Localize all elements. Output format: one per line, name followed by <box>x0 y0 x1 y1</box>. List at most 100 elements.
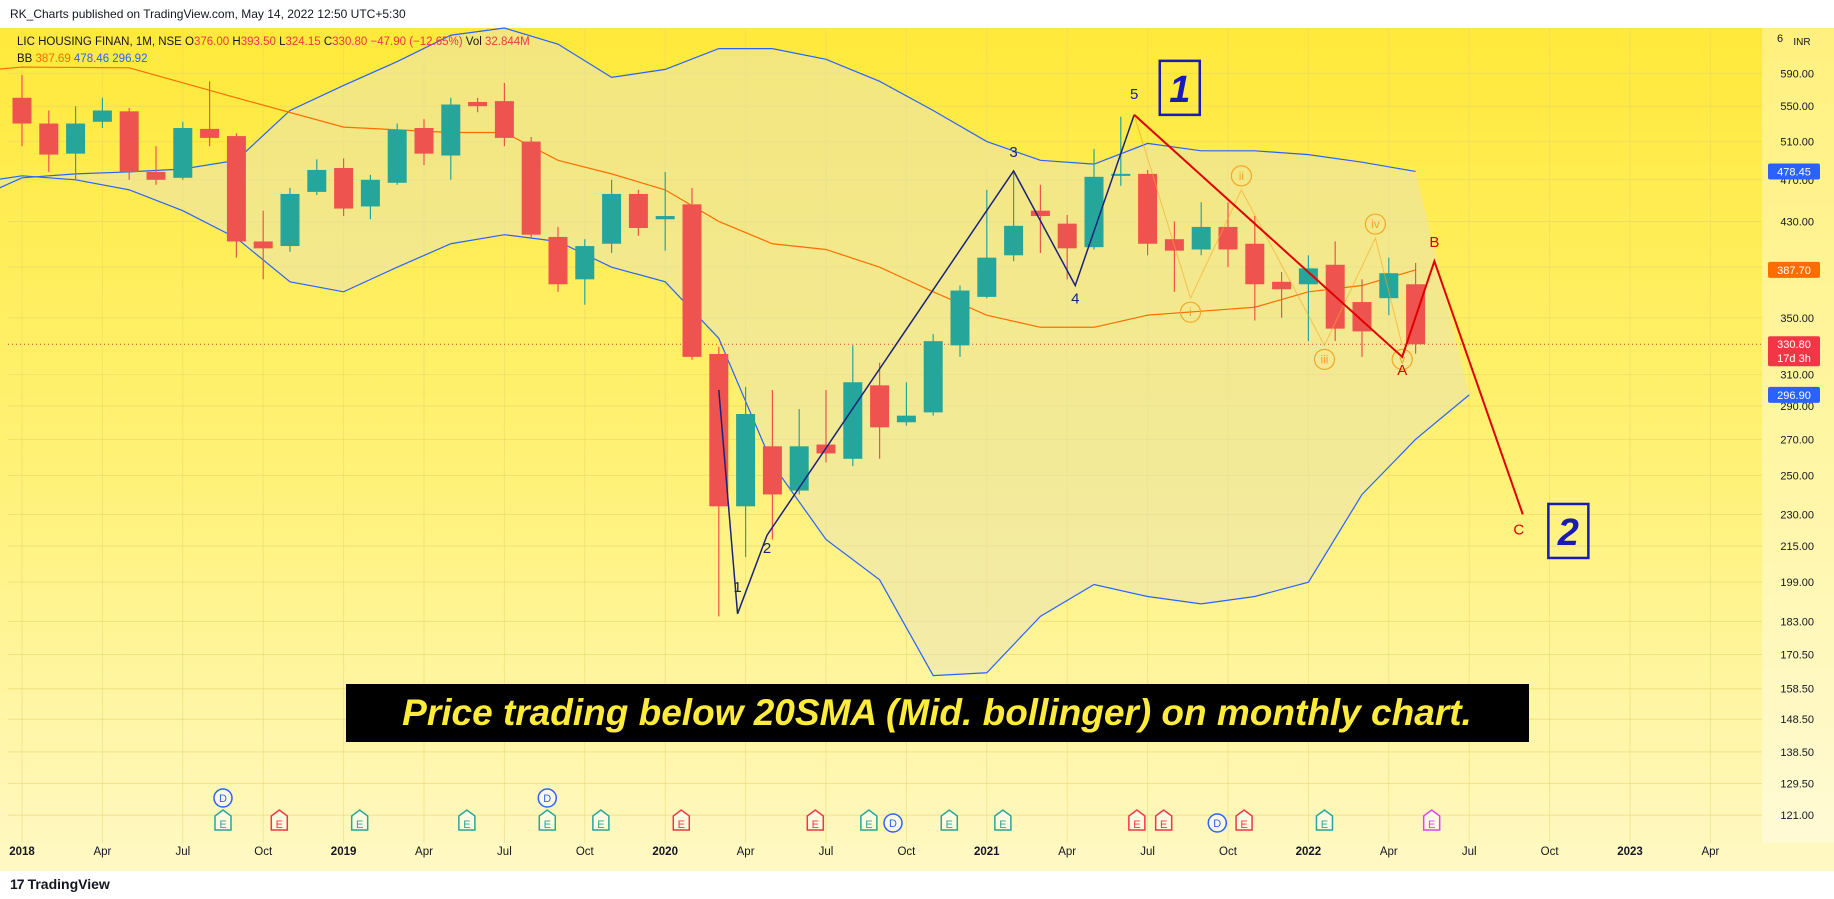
candle <box>950 285 970 357</box>
x-tick-label: Apr <box>1701 846 1719 858</box>
candle-body <box>1298 268 1318 285</box>
legend-line-1: LIC HOUSING FINAN, 1M, NSE O376.00 H393.… <box>17 36 530 48</box>
event-shape <box>1154 809 1173 831</box>
price-label-countdown: 17d 3h <box>1777 353 1811 365</box>
candle <box>1191 202 1211 256</box>
candle <box>762 389 782 540</box>
event-shape <box>1128 809 1146 831</box>
legend-part: 324.15 <box>285 36 320 48</box>
candle-body <box>494 101 514 138</box>
earnings-event-icon[interactable]: E <box>1235 809 1253 831</box>
earnings-event-icon[interactable]: E <box>214 809 232 831</box>
publisher-header: RK_Charts published on TradingView.com, … <box>0 0 1834 28</box>
candle <box>1057 214 1077 280</box>
candle-body <box>414 127 434 154</box>
candle-body <box>146 171 166 180</box>
abc-wave-label: A <box>1397 362 1407 379</box>
x-tick-label: 2019 <box>331 846 357 858</box>
legend-part: L <box>276 36 286 48</box>
wave-degree-label: 2 <box>1557 512 1579 554</box>
earnings-event-icon[interactable]: E <box>270 809 289 831</box>
earnings-event-icon[interactable]: E <box>672 809 691 831</box>
sub-wave-line <box>1133 114 1403 347</box>
footer-bar: 17 TradingView <box>0 871 1834 899</box>
x-tick-label: Apr <box>93 846 111 858</box>
earnings-event-icon[interactable]: E <box>458 809 476 831</box>
earnings-event-icon[interactable]: E <box>1422 809 1441 831</box>
x-tick-label: 2021 <box>974 846 1000 858</box>
earnings-event-icon[interactable]: E <box>1315 809 1334 831</box>
price-label-text: 296.90 <box>1777 390 1811 402</box>
event-shape <box>270 809 289 831</box>
earnings-event-icon[interactable]: E <box>592 809 610 831</box>
x-tick-label: 2020 <box>652 846 678 858</box>
candle-body <box>1245 243 1265 285</box>
candle-body <box>1084 176 1104 248</box>
candle <box>280 187 300 252</box>
candle <box>655 171 675 251</box>
earnings-event-icon[interactable]: E <box>1154 809 1173 831</box>
candle <box>307 159 327 195</box>
sub-wave-label: ii <box>1239 169 1244 183</box>
dividend-event-icon[interactable]: D <box>883 813 903 833</box>
tradingview-logo[interactable]: 17 TradingView <box>10 876 110 892</box>
candle <box>173 121 193 180</box>
earnings-event-icon[interactable]: E <box>806 809 825 831</box>
dividend-event-icon[interactable]: D <box>213 788 233 808</box>
x-tick-label: Jul <box>175 846 190 858</box>
candle-body <box>950 290 970 346</box>
legend-part: 376.00 <box>194 36 229 48</box>
legend-part: BB <box>17 53 33 65</box>
event-letter: E <box>1428 819 1435 831</box>
abc-wave-line <box>1133 114 1524 515</box>
event-letter: E <box>219 819 226 831</box>
dividend-event-icon[interactable]: D <box>537 788 558 808</box>
candle <box>1379 257 1399 316</box>
y-tick-label: 129.50 <box>1780 778 1814 790</box>
event-shape <box>672 809 691 831</box>
earnings-event-icon[interactable]: E <box>350 809 369 831</box>
y-axis-top-label: 6 <box>1777 33 1783 45</box>
earnings-event-icon[interactable]: E <box>1128 809 1146 831</box>
event-letter: E <box>276 819 283 831</box>
y-tick-label: 158.50 <box>1780 684 1814 696</box>
earnings-event-icon[interactable]: E <box>860 809 878 831</box>
candle-body <box>334 167 354 209</box>
event-shape <box>860 809 878 831</box>
candle <box>1218 202 1238 268</box>
x-tick-label: Apr <box>415 846 433 858</box>
event-shape <box>1315 809 1334 831</box>
event-shape <box>537 788 558 808</box>
candle-body <box>307 169 327 192</box>
candle-body <box>548 236 568 285</box>
wave-degree-box <box>1158 59 1202 117</box>
event-letter: E <box>678 819 685 831</box>
candle <box>1111 116 1131 186</box>
candle-body <box>387 129 407 183</box>
candle <box>1004 171 1024 262</box>
event-shape <box>806 809 825 831</box>
event-letter: E <box>1160 819 1167 831</box>
candle <box>200 81 220 147</box>
candle-body <box>226 136 246 242</box>
publisher-text: RK_Charts published on TradingView.com, … <box>10 7 406 21</box>
y-tick-label: 250.00 <box>1780 470 1814 482</box>
logo-mark: 17 <box>10 876 25 892</box>
legend-part: O <box>182 36 194 48</box>
dividend-event-icon[interactable]: D <box>1207 813 1228 833</box>
earnings-event-icon[interactable]: E <box>940 809 959 831</box>
price-axis-label: 330.80 17d 3h <box>1768 336 1820 367</box>
y-tick-label: 230.00 <box>1780 509 1814 521</box>
earnings-event-icon[interactable]: E <box>994 809 1012 831</box>
event-shape <box>1422 809 1441 831</box>
event-shape <box>1207 813 1228 833</box>
candle <box>441 97 461 180</box>
candle-body <box>441 104 461 156</box>
x-tick-label: Apr <box>1058 846 1076 858</box>
candle <box>736 386 756 557</box>
earnings-event-icon[interactable]: E <box>538 809 557 831</box>
candle <box>1030 184 1050 253</box>
candle-body <box>575 246 595 280</box>
y-tick-label: 290.00 <box>1780 401 1814 413</box>
